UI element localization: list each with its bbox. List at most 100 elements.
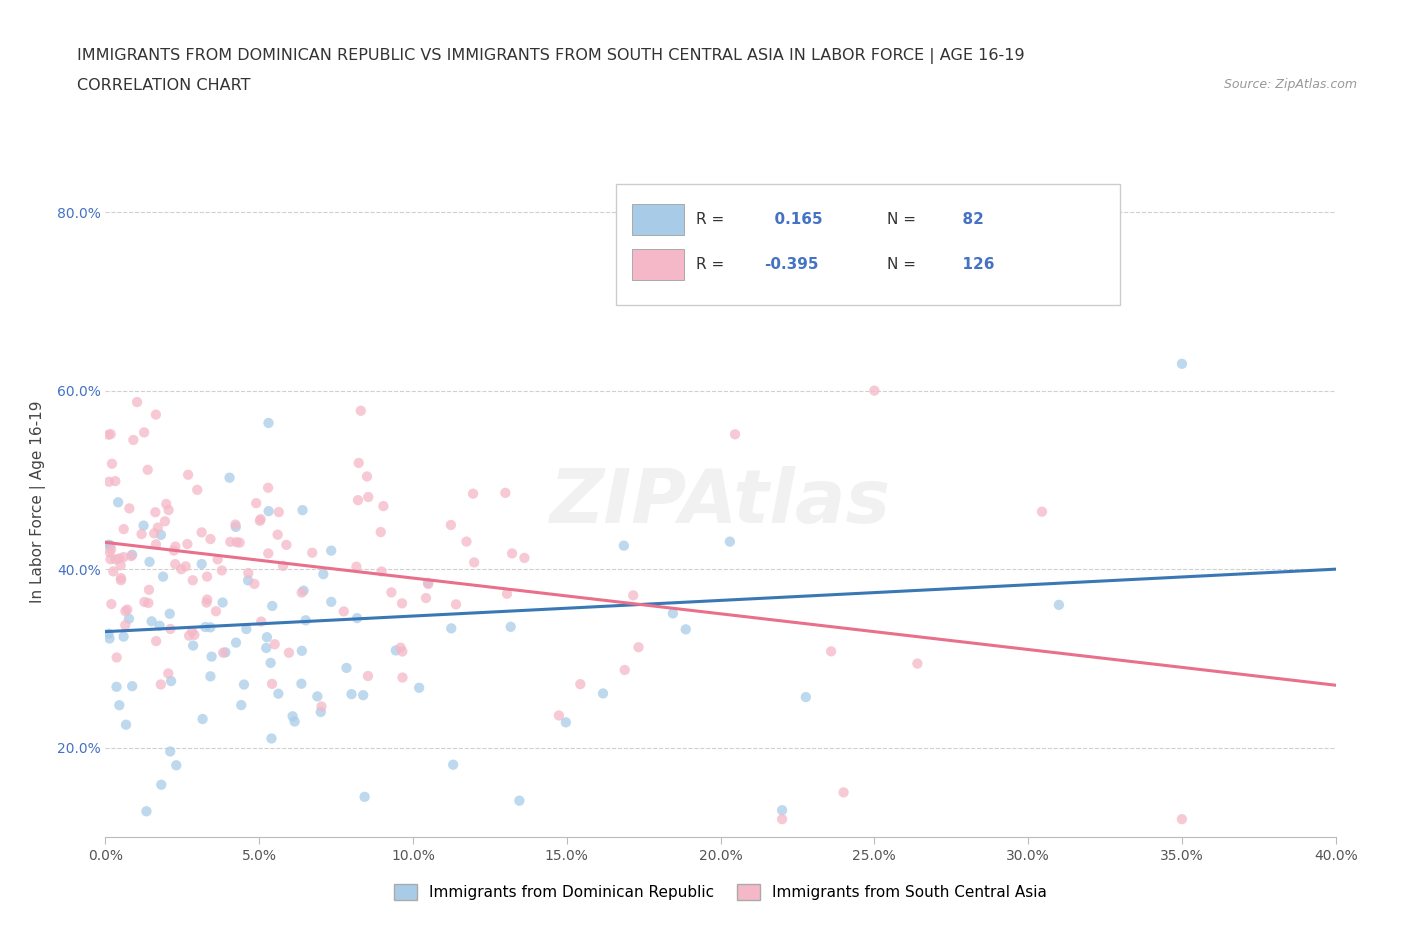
Point (257, 480, 280, 495)
Point (291, 585, 314, 600)
Point (194, 619, 217, 634)
Point (118, 501, 141, 516)
Point (225, 535, 247, 550)
Point (104, 473, 127, 488)
Point (157, 666, 180, 681)
Text: R =: R = (696, 257, 724, 272)
Point (120, 549, 142, 564)
Point (311, 699, 333, 714)
Point (136, 595, 159, 610)
Point (108, 551, 131, 565)
Point (190, 525, 212, 539)
Point (181, 573, 204, 588)
Point (391, 671, 413, 685)
Point (257, 416, 280, 431)
Point (159, 606, 181, 621)
Point (415, 591, 437, 605)
Point (218, 471, 240, 485)
Point (132, 518, 155, 533)
Point (134, 425, 156, 440)
Point (211, 563, 233, 578)
Point (157, 502, 180, 517)
Point (321, 594, 343, 609)
Point (820, 644, 842, 658)
Point (249, 512, 271, 526)
Point (236, 573, 259, 588)
Point (1031, 504, 1053, 519)
Point (141, 614, 163, 629)
Point (312, 566, 335, 581)
Point (309, 705, 332, 720)
Point (207, 552, 229, 567)
Point (97, 427, 120, 442)
Point (170, 562, 193, 577)
Point (346, 611, 368, 626)
Point (195, 569, 218, 584)
Point (461, 486, 484, 501)
Point (662, 606, 685, 621)
Point (177, 467, 200, 482)
Point (122, 432, 145, 447)
Point (256, 630, 278, 644)
Point (150, 777, 173, 792)
Point (159, 621, 181, 636)
Point (307, 689, 329, 704)
Point (266, 527, 288, 542)
Point (138, 582, 160, 597)
Point (114, 604, 136, 618)
Point (143, 525, 166, 540)
Point (118, 611, 141, 626)
Text: 126: 126 (952, 257, 994, 272)
Point (271, 558, 294, 573)
Point (153, 514, 176, 529)
Point (98, 474, 121, 489)
Point (108, 698, 131, 712)
Point (134, 594, 156, 609)
Point (115, 717, 138, 732)
Text: 82: 82 (952, 212, 984, 227)
Point (224, 517, 246, 532)
Point (112, 550, 135, 565)
Point (159, 744, 181, 759)
Point (277, 645, 299, 660)
Point (181, 638, 204, 653)
Point (254, 641, 277, 656)
Point (136, 462, 159, 477)
Text: IMMIGRANTS FROM DOMINICAN REPUBLIC VS IMMIGRANTS FROM SOUTH CENTRAL ASIA IN LABO: IMMIGRANTS FROM DOMINICAN REPUBLIC VS IM… (77, 48, 1025, 64)
Point (225, 635, 247, 650)
Point (145, 537, 167, 551)
FancyBboxPatch shape (633, 249, 683, 280)
Point (290, 676, 312, 691)
Point (284, 714, 307, 729)
Point (100, 597, 122, 612)
Text: ZIPAtlas: ZIPAtlas (550, 466, 891, 538)
Point (444, 597, 467, 612)
Point (110, 571, 132, 586)
Point (174, 559, 197, 574)
Point (276, 538, 298, 552)
Point (613, 538, 636, 553)
Point (183, 628, 205, 643)
Point (352, 687, 374, 702)
Point (675, 622, 697, 637)
Point (905, 657, 928, 671)
Point (191, 711, 214, 726)
Point (508, 793, 530, 808)
Point (238, 565, 260, 580)
Point (380, 585, 402, 600)
Point (340, 686, 363, 701)
Point (165, 557, 187, 572)
Point (344, 559, 367, 574)
Point (97, 538, 120, 552)
Point (294, 613, 316, 628)
Point (770, 812, 793, 827)
Point (724, 427, 747, 442)
Point (250, 614, 273, 629)
Point (260, 731, 283, 746)
Point (357, 489, 380, 504)
Point (259, 656, 281, 671)
Point (138, 554, 160, 569)
Point (149, 677, 172, 692)
Point (353, 790, 375, 804)
Text: CORRELATION CHART: CORRELATION CHART (77, 78, 250, 93)
